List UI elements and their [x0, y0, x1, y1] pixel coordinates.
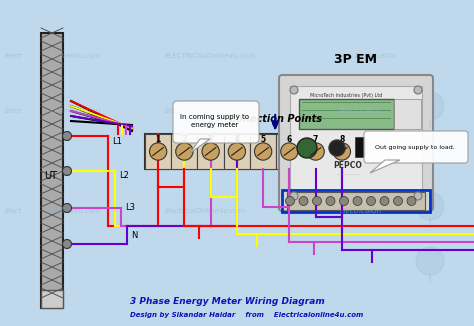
- Text: Elect: Elect: [5, 53, 22, 59]
- Text: 3: 3: [208, 135, 213, 143]
- Circle shape: [281, 143, 298, 160]
- Circle shape: [290, 86, 298, 94]
- Circle shape: [176, 143, 193, 160]
- Circle shape: [202, 143, 219, 160]
- Circle shape: [339, 197, 348, 205]
- FancyBboxPatch shape: [41, 33, 63, 308]
- Circle shape: [393, 197, 402, 205]
- Text: 1: 1: [155, 135, 161, 143]
- Text: ElectricalOn: ElectricalOn: [355, 53, 397, 59]
- Circle shape: [63, 131, 72, 141]
- Circle shape: [416, 192, 444, 220]
- Circle shape: [312, 197, 321, 205]
- Circle shape: [407, 197, 416, 205]
- Circle shape: [326, 197, 335, 205]
- Polygon shape: [370, 160, 400, 173]
- FancyBboxPatch shape: [302, 134, 329, 169]
- Circle shape: [414, 86, 422, 94]
- Text: MicroTech Industries (Pvt) Ltd: MicroTech Industries (Pvt) Ltd: [310, 94, 382, 98]
- FancyBboxPatch shape: [279, 75, 433, 211]
- FancyBboxPatch shape: [198, 134, 224, 169]
- Polygon shape: [190, 139, 210, 153]
- Circle shape: [333, 143, 351, 160]
- FancyBboxPatch shape: [171, 134, 198, 169]
- Text: ElectricalOn: ElectricalOn: [340, 208, 382, 214]
- FancyBboxPatch shape: [250, 134, 276, 169]
- Text: 3 Phase Energy Meter Wiring Diagram: 3 Phase Energy Meter Wiring Diagram: [130, 298, 325, 306]
- Text: L3: L3: [125, 203, 135, 213]
- Text: ___________: ___________: [337, 171, 360, 175]
- Text: ElectricalOnline4u.com: ElectricalOnline4u.com: [165, 208, 246, 214]
- FancyBboxPatch shape: [290, 86, 422, 200]
- Circle shape: [299, 197, 308, 205]
- Text: ElectricalOn: ElectricalOn: [340, 108, 382, 114]
- Text: 5: 5: [261, 135, 266, 143]
- Circle shape: [63, 240, 72, 248]
- Text: L2: L2: [119, 171, 129, 181]
- Text: Design by Sikandar Haidar    from    Electricalonline4u.com: Design by Sikandar Haidar from Electrica…: [130, 312, 363, 318]
- FancyBboxPatch shape: [355, 137, 365, 157]
- Text: 7: 7: [313, 135, 319, 143]
- Text: Elect: Elect: [5, 208, 22, 214]
- Circle shape: [297, 138, 317, 158]
- FancyBboxPatch shape: [287, 192, 425, 210]
- FancyBboxPatch shape: [364, 131, 468, 163]
- Text: PEPCO: PEPCO: [334, 160, 363, 170]
- Circle shape: [416, 92, 444, 120]
- Circle shape: [366, 197, 375, 205]
- Text: IOnline4u.com: IOnline4u.com: [50, 208, 101, 214]
- Circle shape: [416, 247, 444, 275]
- Text: ElectricalOnline4u.com: ElectricalOnline4u.com: [165, 108, 246, 114]
- Circle shape: [149, 143, 167, 160]
- Text: ELECTRICALOnline4u.com: ELECTRICALOnline4u.com: [165, 53, 256, 59]
- FancyBboxPatch shape: [276, 134, 302, 169]
- Text: IOnline4u.com: IOnline4u.com: [50, 53, 101, 59]
- FancyBboxPatch shape: [299, 99, 394, 129]
- FancyBboxPatch shape: [41, 290, 63, 308]
- Text: Conection Points: Conection Points: [228, 114, 322, 124]
- Circle shape: [290, 192, 298, 200]
- Circle shape: [329, 140, 345, 156]
- Text: Elect: Elect: [5, 108, 22, 114]
- Circle shape: [353, 197, 362, 205]
- Text: 8: 8: [339, 135, 345, 143]
- Text: 6: 6: [287, 135, 292, 143]
- Text: In coming supply to
energy meter: In coming supply to energy meter: [181, 114, 249, 127]
- Circle shape: [63, 203, 72, 213]
- Circle shape: [380, 197, 389, 205]
- Text: 4: 4: [234, 135, 239, 143]
- Circle shape: [307, 143, 324, 160]
- Circle shape: [228, 143, 246, 160]
- FancyBboxPatch shape: [145, 134, 171, 169]
- Text: N: N: [131, 231, 137, 241]
- Text: IOnline4u.com: IOnline4u.com: [50, 108, 101, 114]
- Text: UT: UT: [44, 171, 57, 181]
- Circle shape: [63, 167, 72, 175]
- Text: Out going supply to load.: Out going supply to load.: [375, 145, 455, 151]
- Circle shape: [255, 143, 272, 160]
- FancyBboxPatch shape: [394, 99, 421, 129]
- FancyBboxPatch shape: [173, 101, 259, 143]
- FancyBboxPatch shape: [224, 134, 250, 169]
- Text: 3P EM: 3P EM: [335, 53, 377, 66]
- Circle shape: [285, 197, 294, 205]
- Text: 2: 2: [182, 135, 187, 143]
- FancyBboxPatch shape: [145, 134, 355, 169]
- Text: L1: L1: [112, 137, 122, 145]
- FancyBboxPatch shape: [329, 134, 355, 169]
- Circle shape: [414, 192, 422, 200]
